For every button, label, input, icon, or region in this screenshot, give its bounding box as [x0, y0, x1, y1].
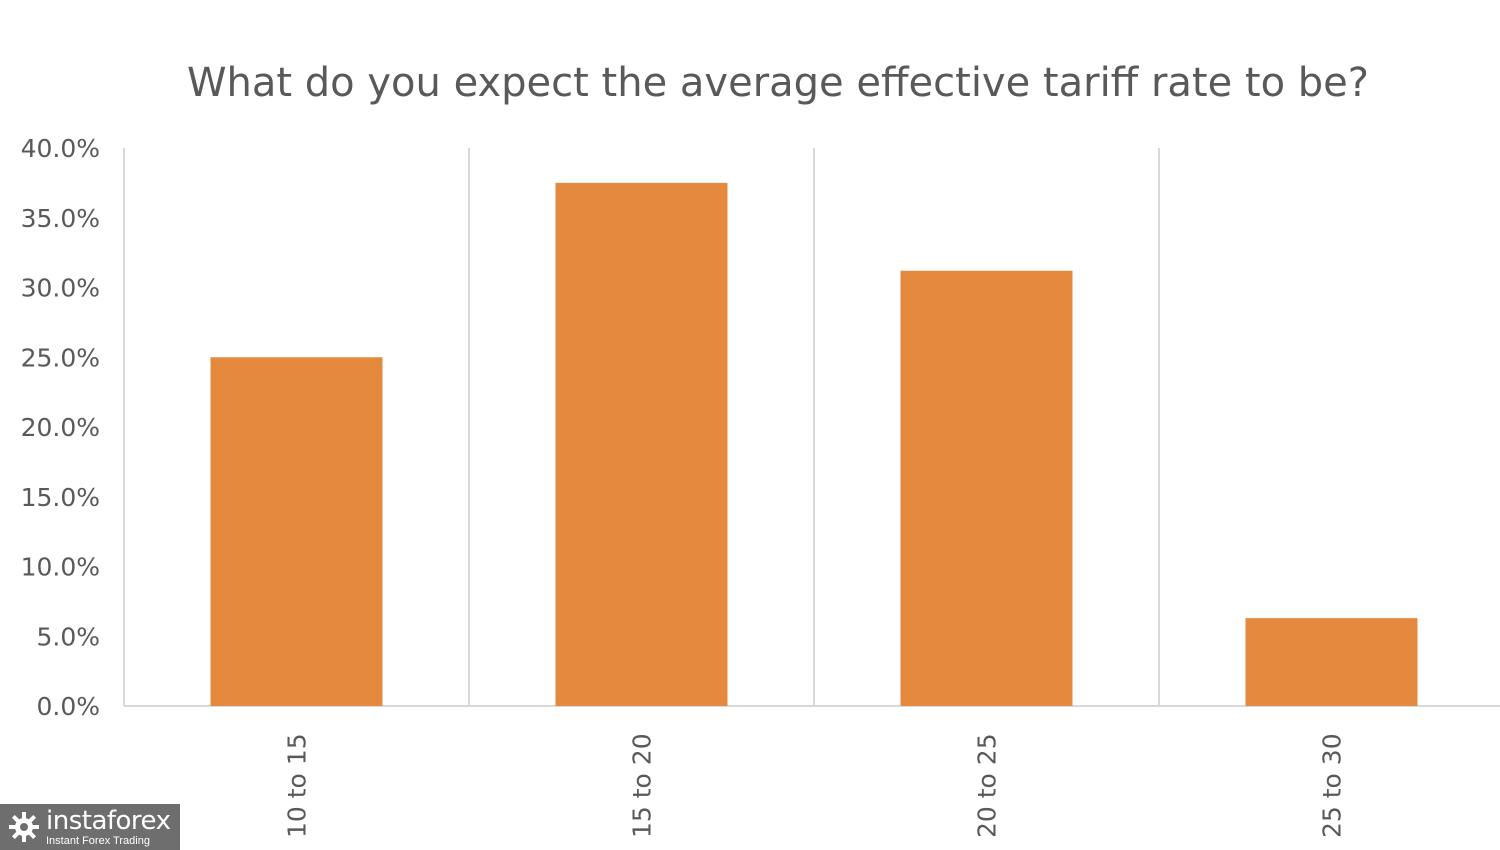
- y-tick-label: 40.0%: [21, 134, 100, 163]
- bar-25-to-30: [1245, 618, 1418, 706]
- x-tick-label: 10 to 15: [283, 733, 312, 838]
- x-axis-ticks: 10 to 15 15 to 20 20 to 25 25 to 30: [283, 733, 1347, 838]
- y-tick-label: 0.0%: [36, 692, 100, 721]
- x-tick-label: 25 to 30: [1318, 733, 1347, 838]
- y-axis-ticks: 0.0% 5.0% 10.0% 15.0% 20.0% 25.0% 30.0% 35.0% 40…: [21, 134, 100, 721]
- bar-15-to-20: [555, 182, 728, 706]
- y-tick-label: 15.0%: [21, 483, 100, 512]
- chart-title: What do you expect the average effective…: [187, 60, 1369, 106]
- x-tick-label: 20 to 25: [973, 733, 1002, 838]
- bar-10-to-15: [210, 357, 383, 706]
- y-tick-label: 35.0%: [21, 204, 100, 233]
- y-tick-label: 20.0%: [21, 413, 100, 442]
- bar-layer: [210, 182, 1418, 706]
- gear-logo-icon: [9, 812, 39, 842]
- y-tick-label: 10.0%: [21, 553, 100, 582]
- x-tick-label: 15 to 20: [628, 733, 657, 838]
- bar-20-to-25: [900, 270, 1073, 706]
- y-tick-label: 30.0%: [21, 274, 100, 303]
- y-tick-label: 25.0%: [21, 343, 100, 372]
- instaforex-watermark: instaforex Instant Forex Trading: [0, 804, 180, 850]
- watermark-brand: instaforex: [46, 805, 171, 836]
- watermark-tagline: Instant Forex Trading: [46, 834, 150, 847]
- y-tick-label: 5.0%: [36, 622, 100, 651]
